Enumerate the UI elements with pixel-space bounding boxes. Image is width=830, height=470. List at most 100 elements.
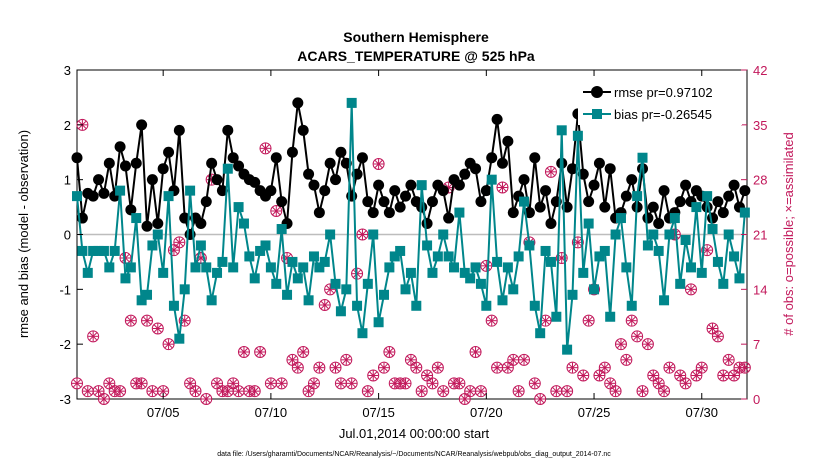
obs-possible-circle (76, 118, 89, 131)
bias-point (443, 251, 454, 262)
obs-marker (518, 353, 531, 366)
x-tick-label: 07/30 (685, 405, 718, 420)
bias-point (265, 262, 276, 273)
obs-marker (141, 314, 154, 327)
bias-point (583, 218, 594, 229)
obs-possible-circle (663, 361, 676, 374)
bias-point (723, 229, 734, 240)
obs-marker (415, 385, 428, 398)
obs-possible-circle (426, 377, 439, 390)
bias-point (659, 295, 670, 306)
obs-marker (679, 377, 692, 390)
bias-point (292, 273, 303, 284)
y-right-tick-label: 0 (753, 392, 760, 407)
obs-possible-circle (528, 377, 541, 390)
bias-point (422, 240, 433, 251)
bias-point (222, 163, 233, 174)
rmse-point (534, 201, 546, 213)
x-tick-label: 07/10 (255, 405, 288, 420)
rmse-point (653, 218, 665, 230)
bias-point (201, 262, 212, 273)
rmse-point (566, 163, 578, 175)
bias-point (158, 267, 169, 278)
obs-marker (119, 252, 132, 264)
rmse-point (195, 218, 207, 230)
rmse-point (125, 204, 137, 216)
bias-point (362, 278, 373, 289)
obs-possible-circle (582, 314, 595, 327)
axis-ticks: -3 -2 -1 0 1 2 3 0 7 14 21 28 35 42 07/05 07/10 07/15 07/… (59, 63, 767, 420)
y-right-tick-label: 7 (753, 337, 760, 352)
rmse-point (152, 218, 164, 230)
obs-possible-circle (200, 393, 213, 405)
rmse-point (173, 124, 185, 136)
rmse-point (98, 187, 110, 199)
rmse-point (292, 97, 304, 109)
obs-possible-circle (275, 377, 288, 390)
bias-point (346, 97, 357, 108)
bias-point (486, 174, 497, 185)
rmse-point (216, 185, 228, 197)
legend-bias-label: bias pr=-0.26545 (614, 107, 712, 122)
rmse-point (335, 146, 347, 158)
obs-marker (684, 283, 697, 296)
obs-possible-circle (614, 338, 627, 351)
bias-point (260, 240, 271, 251)
obs-marker (469, 346, 482, 358)
obs-marker (663, 361, 676, 374)
obs-marker (114, 385, 127, 398)
obs-marker (302, 385, 315, 398)
obs-marker (275, 377, 288, 390)
obs-possible-circle (555, 252, 568, 264)
bias-point (400, 284, 411, 295)
bias-point (475, 278, 486, 289)
obs-marker (124, 314, 137, 327)
rmse-point (297, 124, 309, 136)
obs-possible-circle (141, 314, 154, 327)
bias-point (664, 229, 675, 240)
obs-possible-circle (151, 322, 164, 335)
obs-possible-circle (485, 314, 498, 327)
bias-point (680, 234, 691, 245)
obs-marker (334, 377, 347, 390)
obs-marker (512, 385, 525, 398)
obs-possible-circle (135, 377, 148, 390)
rmse-point (723, 190, 735, 202)
rmse-series (71, 97, 751, 240)
x-axis-label: Jul.01,2014 00:00:00 start (339, 426, 490, 441)
bias-point (125, 262, 136, 273)
bias-point (610, 229, 621, 240)
bias-point (249, 273, 260, 284)
obs-marker (307, 377, 320, 390)
obs-possible-circle (636, 385, 649, 398)
obs-marker (410, 361, 423, 374)
obs-possible-circle (399, 377, 412, 390)
rmse-point (529, 152, 541, 164)
bias-point (405, 267, 416, 278)
obs-marker (291, 361, 304, 374)
bias-point (308, 251, 319, 262)
bias-point (729, 251, 740, 262)
obs-marker (372, 158, 385, 170)
obs-marker (383, 346, 396, 358)
obs-marker (318, 299, 331, 311)
bias-point (637, 152, 648, 163)
rmse-point (459, 168, 471, 180)
obs-marker (706, 322, 719, 335)
bias-point (438, 229, 449, 240)
obs-marker (211, 377, 224, 390)
rmse-point (93, 174, 105, 186)
rmse-point (502, 135, 514, 147)
obs-possible-circle (544, 165, 557, 178)
x-tick-label: 07/25 (578, 405, 611, 420)
bias-point (696, 267, 707, 278)
rmse-point (712, 196, 724, 208)
rmse-point (330, 174, 342, 186)
obs-possible-circle (512, 385, 525, 398)
obs-marker (464, 385, 477, 398)
bias-point (551, 311, 562, 322)
obs-marker (614, 338, 627, 351)
bias-point (416, 180, 427, 191)
obs-possible-circle (658, 385, 671, 398)
obs-marker (458, 393, 471, 405)
